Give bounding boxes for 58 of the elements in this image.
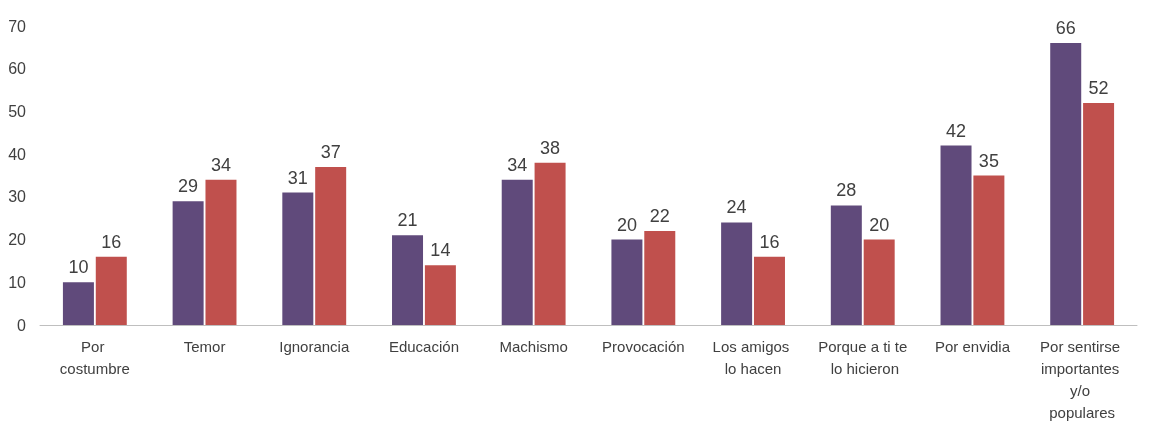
bar — [62, 282, 94, 325]
y-tick-label: 30 — [8, 188, 27, 206]
bar — [392, 235, 424, 325]
bar — [644, 231, 676, 325]
x-tick-label: Educación — [388, 337, 459, 355]
data-label: 42 — [946, 120, 967, 141]
data-label: 10 — [68, 257, 89, 278]
data-label: 29 — [178, 176, 199, 197]
data-label: 31 — [287, 167, 308, 188]
bar — [830, 205, 862, 325]
y-tick-label: 60 — [8, 60, 27, 78]
bar — [172, 201, 204, 325]
data-label: 22 — [649, 206, 670, 227]
data-label: 66 — [1055, 18, 1076, 39]
data-label: 52 — [1088, 77, 1109, 98]
y-tick-label: 40 — [8, 145, 27, 163]
data-label: 21 — [397, 210, 418, 231]
bar — [205, 179, 237, 325]
bar — [95, 256, 127, 325]
x-tick-label: Por costumbre — [59, 337, 130, 377]
data-label: 34 — [507, 154, 528, 175]
bar — [611, 239, 643, 325]
bar — [282, 192, 314, 325]
data-label: 16 — [101, 231, 122, 252]
bar — [753, 256, 785, 325]
data-label: 24 — [726, 197, 747, 218]
bar — [1050, 43, 1082, 325]
y-tick-label: 70 — [8, 17, 27, 35]
data-label: 38 — [540, 137, 561, 158]
data-label: 37 — [320, 141, 341, 162]
data-label: 16 — [759, 231, 780, 252]
bar — [534, 162, 566, 325]
bar — [1083, 102, 1115, 325]
data-label: 35 — [978, 150, 999, 171]
x-tick-label: Porque a ti te lo hicieron — [818, 337, 908, 377]
bar — [721, 222, 753, 325]
y-tick-label: 0 — [17, 316, 27, 334]
bar — [973, 175, 1005, 325]
y-tick-label: 20 — [8, 231, 27, 249]
y-tick-label: 50 — [8, 102, 27, 120]
x-tick-label: Provocación — [602, 337, 685, 355]
data-label: 14 — [430, 240, 451, 261]
data-label: 20 — [616, 214, 637, 235]
bar — [501, 179, 533, 325]
data-label: 28 — [836, 180, 857, 201]
x-tick-label: Los amigos lo hacen — [712, 337, 794, 377]
bar — [424, 265, 456, 325]
x-tick-label: Machismo — [499, 337, 568, 355]
data-label: 20 — [869, 214, 890, 235]
x-tick-label: Ignorancia — [279, 337, 350, 355]
x-tick-label: Por envidia — [934, 337, 1011, 355]
bar — [940, 145, 972, 325]
bar — [315, 166, 347, 325]
data-label: 34 — [210, 154, 231, 175]
y-tick-label: 10 — [8, 273, 27, 291]
x-tick-label: Por sentirse importantes y/o populares — [1040, 337, 1125, 421]
bar — [863, 239, 895, 325]
x-tick-label: Temor — [183, 337, 226, 355]
